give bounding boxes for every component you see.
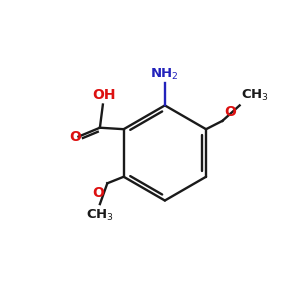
Text: O: O bbox=[224, 105, 236, 119]
Text: OH: OH bbox=[93, 88, 116, 102]
Text: CH$_3$: CH$_3$ bbox=[241, 88, 269, 103]
Text: O: O bbox=[92, 186, 104, 200]
Text: O: O bbox=[69, 130, 81, 144]
Text: CH$_3$: CH$_3$ bbox=[86, 208, 114, 223]
Text: NH$_2$: NH$_2$ bbox=[150, 67, 179, 82]
